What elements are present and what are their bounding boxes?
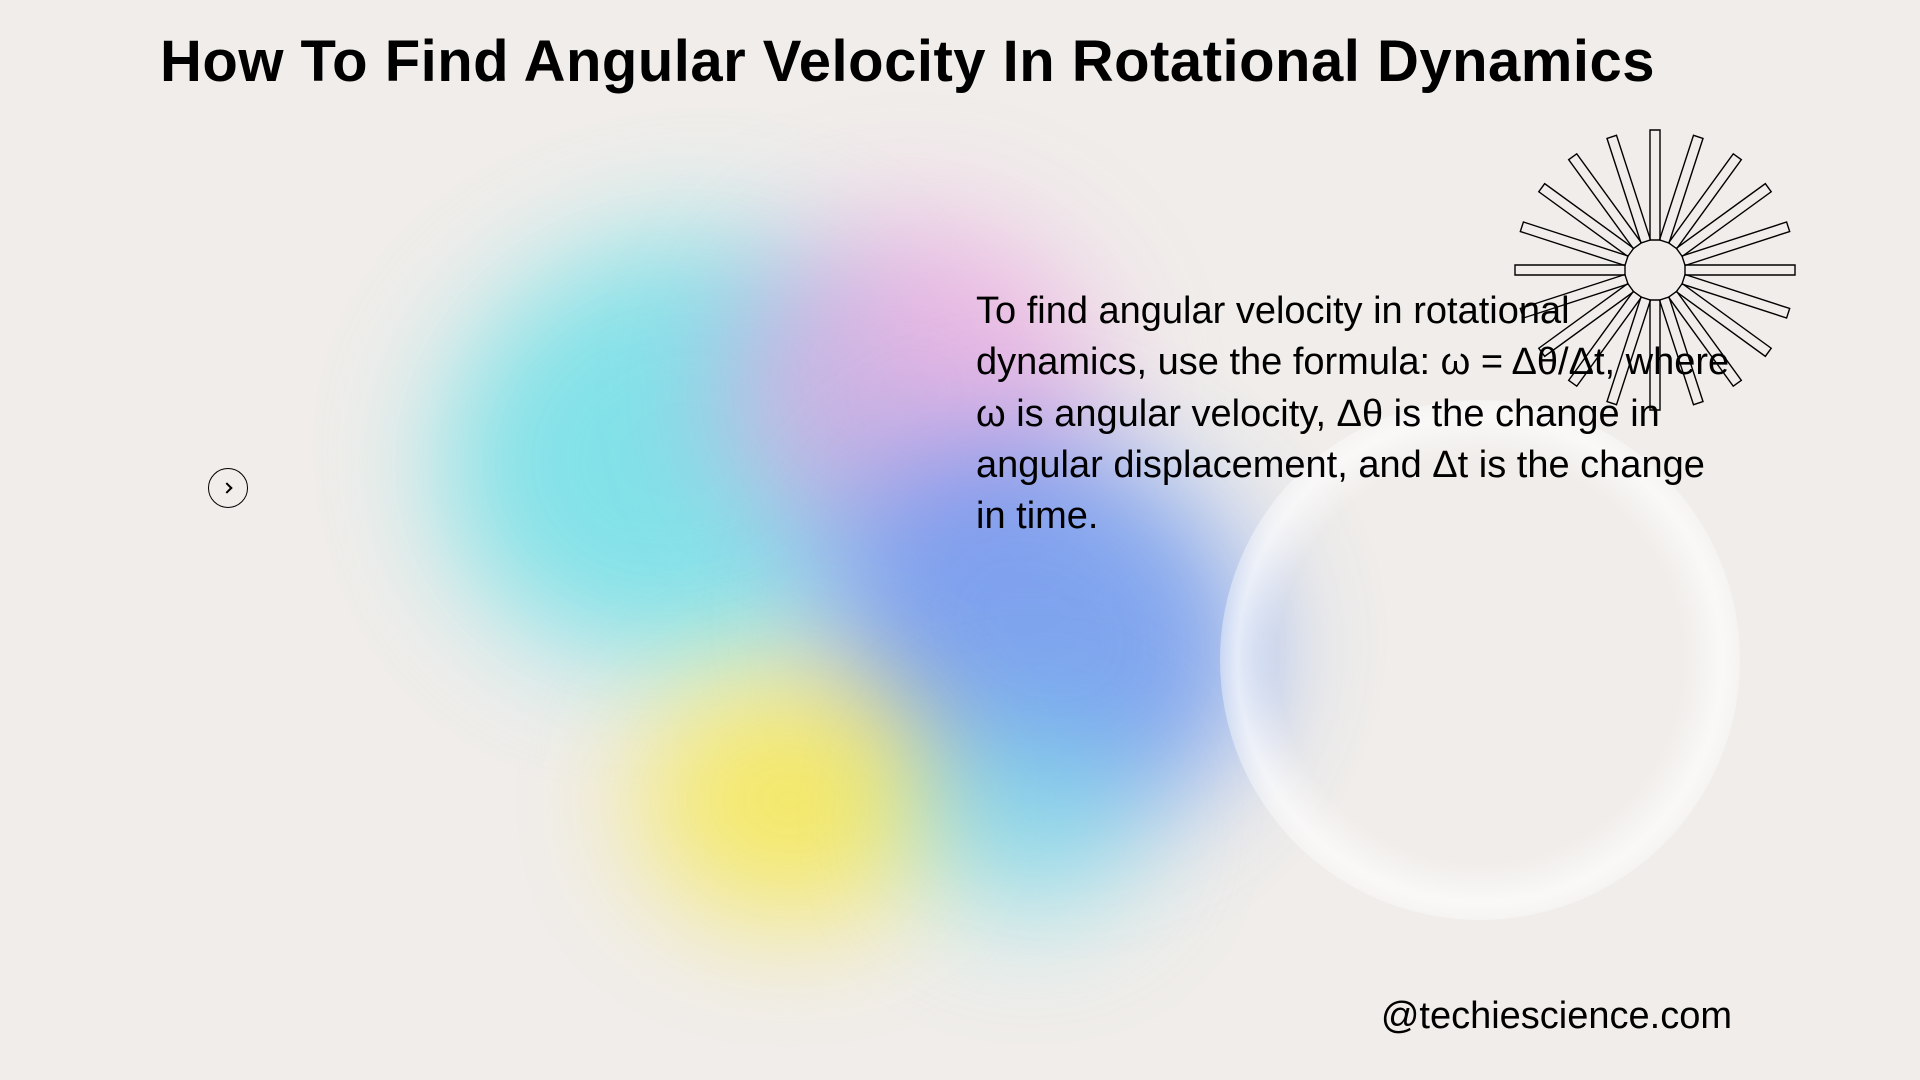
page-title: How To Find Angular Velocity In Rotation…: [160, 28, 1655, 95]
gradient-blob-decoration: [300, 160, 1400, 940]
next-button[interactable]: [208, 468, 248, 508]
blob-yellow: [640, 680, 940, 920]
blob-cyan2: [920, 720, 1140, 920]
blob-cyan: [394, 185, 966, 715]
chevron-right-icon: [221, 482, 232, 493]
attribution: @techiescience.com: [1381, 995, 1732, 1038]
body-text: To find angular velocity in rotational d…: [976, 286, 1736, 542]
